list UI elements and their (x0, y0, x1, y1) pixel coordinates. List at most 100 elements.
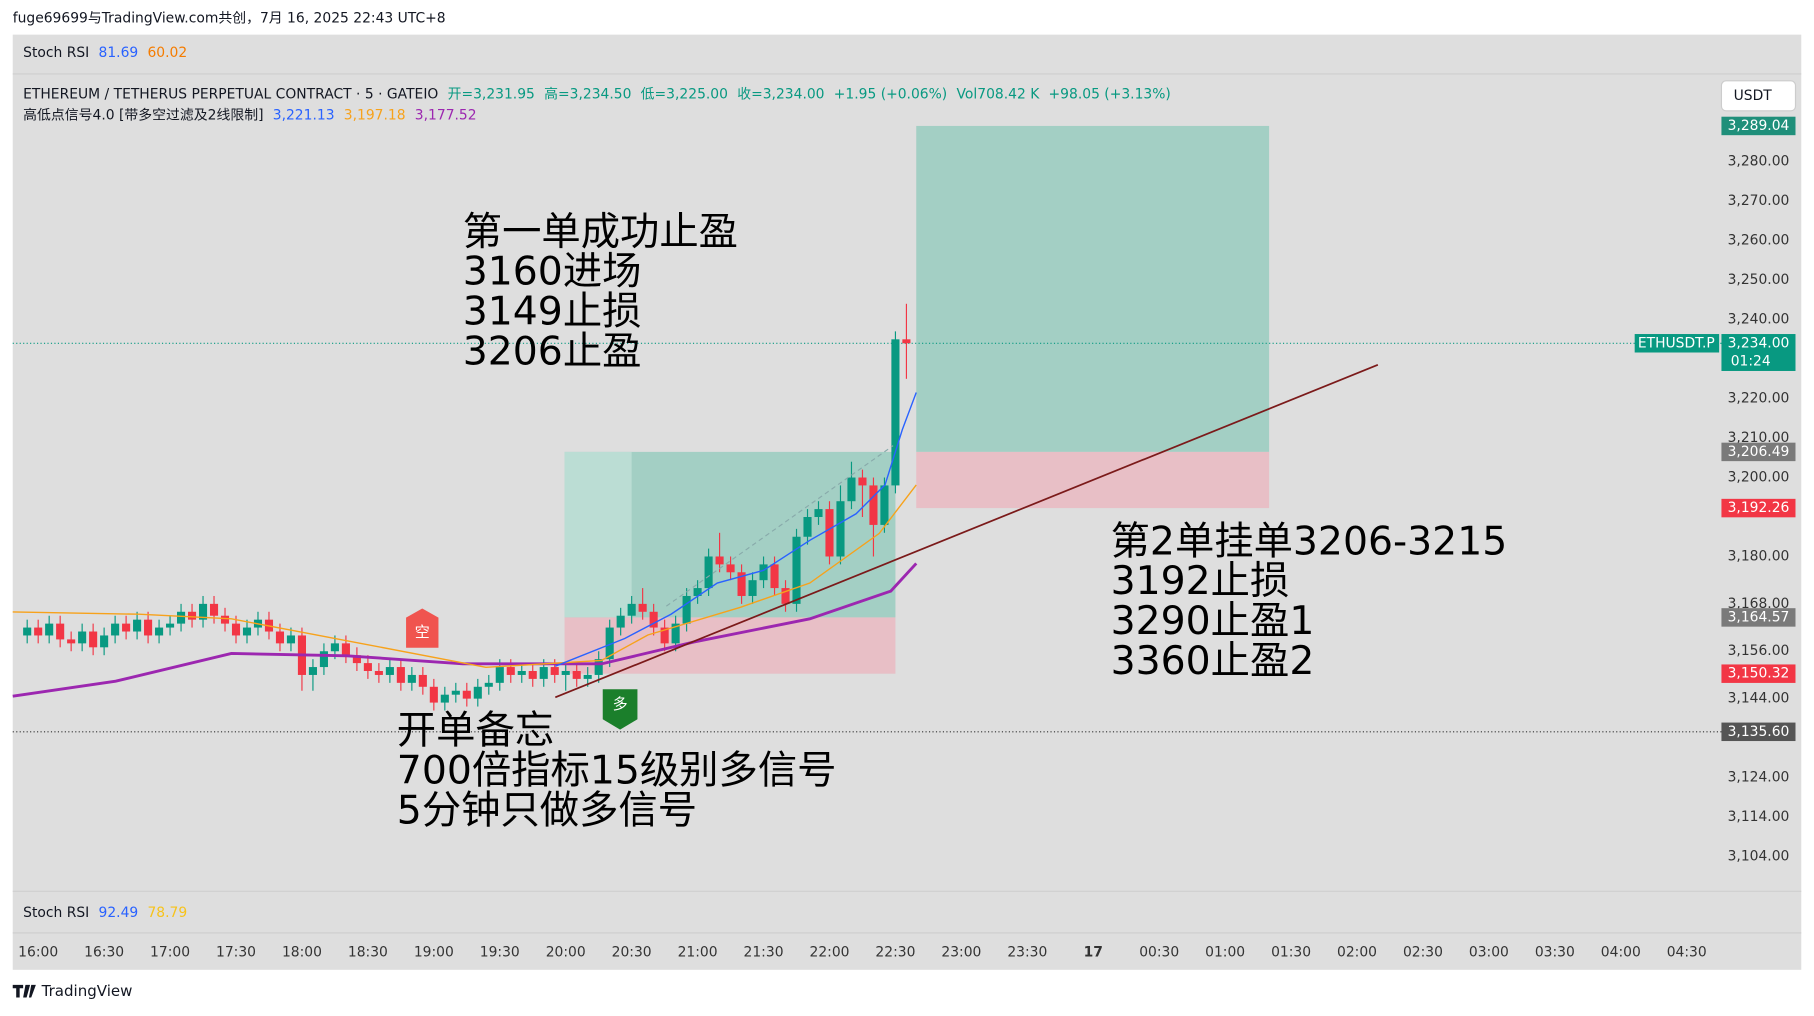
change-value: +1.95 (+0.06%) (834, 87, 947, 103)
candle-body (649, 611, 658, 628)
price-tag (1721, 442, 1796, 462)
price-tick-label: 3,104.00 (1728, 849, 1790, 865)
currency-button[interactable] (1720, 80, 1797, 112)
currency-label: USDT (1734, 88, 1773, 104)
candle-body (144, 619, 153, 636)
time-label: 23:00 (941, 945, 981, 961)
price-tag-label: 3,234.00 (1728, 335, 1790, 351)
candle-body (440, 694, 449, 703)
annotation-line: 3160进场 (463, 250, 642, 295)
candle-body (539, 667, 548, 679)
candle-body (451, 690, 460, 695)
candle-body (352, 655, 361, 664)
time-label: 19:30 (480, 945, 520, 961)
short-signal: 空 (406, 608, 439, 648)
ohlc-value: 收=3,234.00 (737, 87, 824, 103)
candle-body (45, 623, 54, 636)
price-tick-label: 3,270.00 (1728, 193, 1790, 209)
candle-body (330, 643, 339, 652)
candle-body (122, 623, 131, 632)
candle-body (242, 627, 252, 636)
price-tag-label: 3,206.49 (1728, 444, 1790, 460)
brand: TradingView (41, 982, 133, 1000)
price-tick-label: 3,210.00 (1728, 430, 1790, 446)
candle-body (550, 667, 559, 675)
time-label: 17 (1084, 945, 1103, 961)
take-profit-zone (916, 125, 1270, 452)
price-tick-label: 3,260.00 (1728, 233, 1790, 249)
candle-body (836, 501, 845, 557)
candle-body (561, 670, 570, 675)
candle-body (308, 667, 317, 675)
signal-box (602, 689, 638, 730)
annotation-line: 5分钟只做多信号 (397, 788, 697, 833)
price-tag-label: 3,289.04 (1728, 118, 1790, 134)
candle-body (56, 623, 65, 640)
time-label: 17:30 (216, 945, 256, 961)
candle-body (198, 603, 208, 620)
candle-body (506, 667, 515, 675)
time-label: 22:00 (809, 945, 849, 961)
time-label: 04:00 (1601, 945, 1641, 961)
time-label: 02:00 (1337, 945, 1377, 961)
indicator-value: 3,221.13 (273, 107, 335, 123)
indicator-value: 78.79 (147, 905, 187, 921)
candle-body (671, 623, 680, 644)
candle-body (166, 623, 175, 628)
annotation-line: 700倍指标15级别多信号 (397, 748, 837, 793)
price-tick-label: 3,250.00 (1728, 272, 1790, 288)
candle-body (627, 603, 636, 616)
annotation-line: 第2单挂单3206-3215 (1111, 519, 1508, 564)
candle-body (78, 631, 87, 644)
candle-body (23, 627, 32, 636)
time-label: 17:00 (150, 945, 190, 961)
ma-orange (12, 484, 917, 669)
price-tick-label: 3,114.00 (1728, 809, 1790, 825)
price-tag-label: 3,164.57 (1728, 609, 1790, 625)
price-tag-label: 3,150.32 (1728, 666, 1790, 682)
candle-body (374, 670, 383, 675)
time-label: 01:30 (1271, 945, 1311, 961)
candle-body (638, 603, 647, 612)
candle-body (869, 485, 878, 525)
candle-body (814, 509, 823, 518)
attribution: fuge69699与TradingView.com共创，7月 16, 2025 … (13, 10, 446, 26)
price-tick-label: 3,124.00 (1728, 770, 1790, 786)
candle-body (418, 674, 427, 687)
ohlc-value: 低=3,225.00 (641, 87, 728, 103)
candle-body (462, 690, 471, 699)
position-path (666, 445, 894, 607)
candle-body (286, 635, 296, 644)
candle-body (605, 627, 614, 660)
annotation-line: 3192止损 (1111, 559, 1290, 604)
indicator-name: Stoch RSI (23, 905, 89, 921)
candle-body (155, 627, 164, 636)
countdown: 01:24 (1731, 354, 1771, 370)
price-tick-label: 3,200.00 (1728, 470, 1790, 486)
chart-panel (12, 34, 1802, 970)
take-profit-zone-past (564, 451, 632, 618)
candle-body (660, 627, 669, 644)
volume-change: +98.05 (+3.13%) (1049, 87, 1171, 103)
candle-body (341, 643, 350, 656)
price-tick-label: 3,280.00 (1728, 154, 1790, 170)
indicator-value: 60.02 (147, 45, 187, 61)
candle-body (770, 564, 779, 589)
annotation-line: 3206止盈 (463, 329, 642, 374)
candle-body (704, 556, 713, 589)
time-label: 18:00 (282, 945, 322, 961)
time-label: 18:30 (348, 945, 388, 961)
time-label: 16:30 (84, 945, 124, 961)
candle-body (473, 686, 482, 699)
chart-layer: 3,280.00 3,270.00 3,260.00 3,250.00 3,240.00… (12, 45, 1796, 961)
candle-body (726, 564, 735, 573)
indicator-value: 92.49 (99, 905, 139, 921)
candle-body (177, 611, 186, 624)
time-label: 00:30 (1139, 945, 1179, 961)
candle-body (407, 674, 416, 683)
candle-body (616, 615, 625, 628)
long-signal: 多 (602, 689, 638, 730)
candle-body (89, 631, 98, 648)
price-tick-label: 3,168.00 (1728, 596, 1790, 612)
price-tag (1721, 664, 1796, 683)
